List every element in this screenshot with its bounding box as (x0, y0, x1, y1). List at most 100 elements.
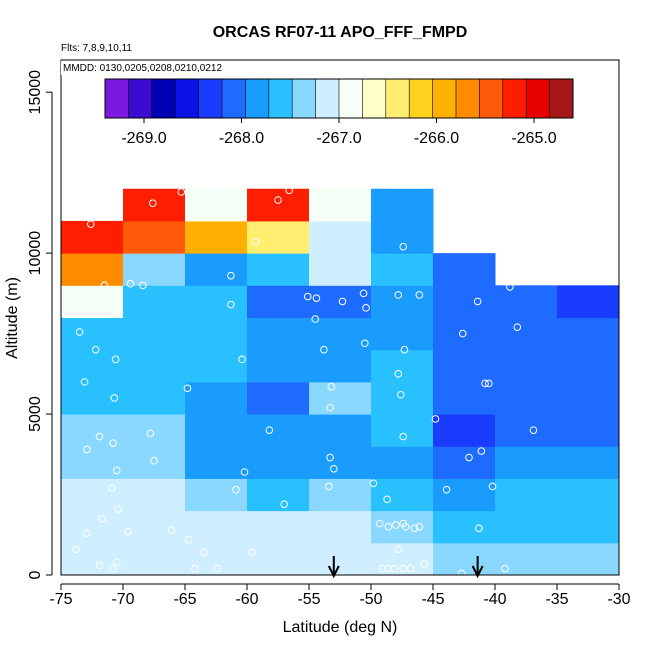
heatmap-cell (247, 381, 310, 415)
observation-point (199, 548, 208, 557)
heatmap-cell (247, 188, 310, 222)
observation-point (213, 564, 222, 573)
observation-point (285, 186, 293, 195)
y-axis: 0 5000 10000 15000 (27, 70, 53, 579)
observation-point (369, 479, 378, 488)
observation-point (338, 297, 347, 306)
heatmap-cell (557, 542, 620, 576)
observation-point (330, 464, 338, 473)
heatmap-cell (185, 542, 248, 576)
observation-point (475, 524, 483, 533)
colorbar-swatch (409, 79, 434, 118)
heatmap-cell (495, 510, 558, 544)
observation-point (274, 196, 282, 204)
observation-point (325, 482, 333, 491)
observation-point (394, 370, 403, 378)
x-tick-label: -50 (359, 591, 382, 608)
y-tick-label: 5000 (27, 396, 44, 432)
heatmap-cell (247, 510, 310, 544)
observation-point (148, 199, 157, 208)
arrow-marker (327, 556, 340, 579)
observation-point (126, 279, 135, 288)
colorbar-swatch (479, 79, 504, 118)
observation-point (392, 521, 400, 529)
observation-point (399, 432, 408, 441)
observation-point (326, 403, 334, 412)
heatmap-cell (185, 478, 248, 512)
heatmap-cell (123, 317, 186, 351)
colorbar-tick-label: -265.0 (511, 130, 556, 147)
heatmap-cell (557, 510, 620, 544)
colorbar-swatch (549, 79, 574, 118)
heatmap-cell (185, 349, 248, 383)
observation-point (477, 447, 486, 455)
heatmap-cell (371, 253, 434, 286)
heatmap-cell (123, 253, 186, 286)
observation-point (191, 564, 199, 573)
heatmap-cell (371, 446, 434, 479)
colorbar-swatch (292, 79, 317, 118)
observation-point (110, 394, 119, 402)
observation-point (431, 415, 440, 423)
colorbar-swatch (222, 79, 246, 118)
heatmap-cell (557, 414, 620, 447)
y-tick-label: 0 (27, 570, 44, 579)
heatmap-cell (371, 188, 434, 222)
heatmap-cell (247, 446, 310, 479)
observation-point (108, 484, 116, 492)
observation-point (227, 300, 235, 309)
heatmap-cell (247, 414, 310, 447)
heatmap-cell (309, 542, 372, 576)
observation-point (83, 445, 91, 454)
colorbar-swatch (245, 79, 270, 118)
observation-point (362, 304, 370, 312)
heatmap-cell (433, 317, 496, 351)
observation-point (248, 548, 256, 557)
colorbar-swatch (268, 79, 293, 118)
observation-point (114, 505, 122, 513)
heatmap-cell (61, 414, 124, 447)
observation-point (359, 289, 368, 298)
heatmap-cells (61, 188, 620, 576)
heatmap-cell (557, 317, 620, 351)
heatmap-cell (61, 317, 124, 351)
heatmap-cell (433, 349, 496, 383)
colorbar-tick-label: -268.0 (219, 130, 264, 147)
observation-points (72, 186, 538, 578)
heatmap-cell (371, 414, 434, 447)
flights-note: Flts: 7,8,9,10,11 (61, 43, 132, 54)
observation-point (95, 561, 104, 570)
heatmap-cell (433, 446, 496, 479)
observation-point (410, 524, 419, 533)
heatmap-cell (371, 478, 434, 512)
heatmap-cell (309, 446, 372, 479)
x-tick-label: -40 (483, 591, 506, 608)
observation-point (100, 281, 109, 290)
observation-point (232, 485, 240, 494)
observation-point (406, 564, 415, 573)
observation-point (394, 291, 403, 299)
heatmap-cell (309, 317, 372, 351)
heatmap-cell (247, 220, 310, 254)
observation-point (98, 514, 106, 523)
observation-point (488, 482, 497, 491)
heatmap-cell (557, 478, 620, 512)
heatmap-cell (123, 542, 186, 576)
colorbar-swatch (198, 79, 223, 118)
observation-point (113, 466, 121, 475)
heatmap-cell (495, 285, 558, 318)
heatmap-cell (123, 285, 186, 318)
heatmap-cell (247, 542, 310, 576)
heatmap-cell (61, 478, 124, 512)
heatmap-cell (61, 510, 124, 544)
observation-point (109, 439, 117, 447)
observation-point (394, 545, 403, 554)
y-tick-label: 10000 (27, 231, 44, 276)
colorbar: -269.0 -268.0 -267.0 -266.0 -265.0 (104, 78, 574, 147)
observation-point (146, 429, 155, 438)
observation-point (513, 323, 522, 331)
observation-point (415, 291, 424, 299)
heatmap-cell (495, 478, 558, 512)
observation-point (501, 564, 509, 573)
heatmap-cell (247, 349, 310, 383)
